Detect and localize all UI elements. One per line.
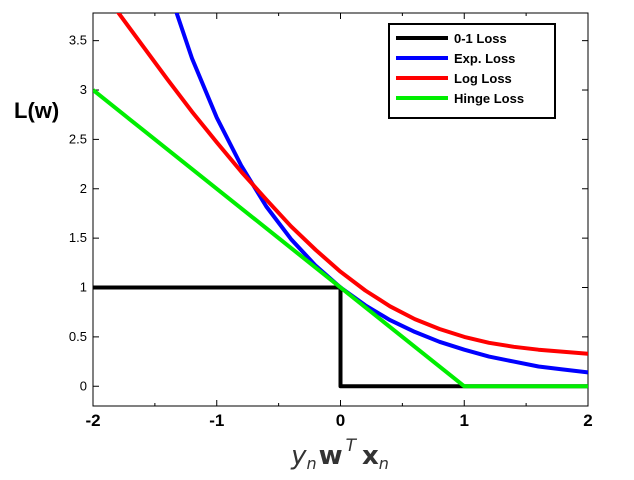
y-tick-label: 0.5 — [69, 329, 87, 344]
series-line-log-loss — [116, 13, 588, 356]
y-tick-label: 3.5 — [69, 33, 87, 48]
y-tick-label: 2 — [80, 181, 87, 196]
x-tick-label: 2 — [583, 411, 592, 430]
legend-label: Hinge Loss — [454, 91, 524, 106]
y-tick-label: 3 — [80, 82, 87, 97]
series-line-hinge-loss — [93, 88, 588, 389]
series-line-exp-loss — [174, 13, 588, 375]
legend-label: Exp. Loss — [454, 51, 515, 66]
x-tick-label: 1 — [460, 411, 469, 430]
x-tick-label: 0 — [336, 411, 345, 430]
x-tick-label: -2 — [85, 411, 100, 430]
y-tick-label: 0 — [80, 378, 87, 393]
y-axis-label: L(w) — [14, 98, 59, 123]
legend-label: Log Loss — [454, 71, 512, 86]
legend: 0-1 Loss Exp. Loss Log Loss Hinge Loss — [388, 23, 556, 119]
y-tick-label: 1 — [80, 280, 87, 295]
legend-label: 0-1 Loss — [454, 31, 507, 46]
y-tick-label: 2.5 — [69, 131, 87, 146]
axis-ticks: -2 -1 0 1 2 0 0.5 1 1.5 2 2.5 3 3.5 — [69, 13, 593, 430]
y-tick-label: 1.5 — [69, 230, 87, 245]
x-tick-label: -1 — [209, 411, 224, 430]
series-lines — [93, 13, 588, 389]
